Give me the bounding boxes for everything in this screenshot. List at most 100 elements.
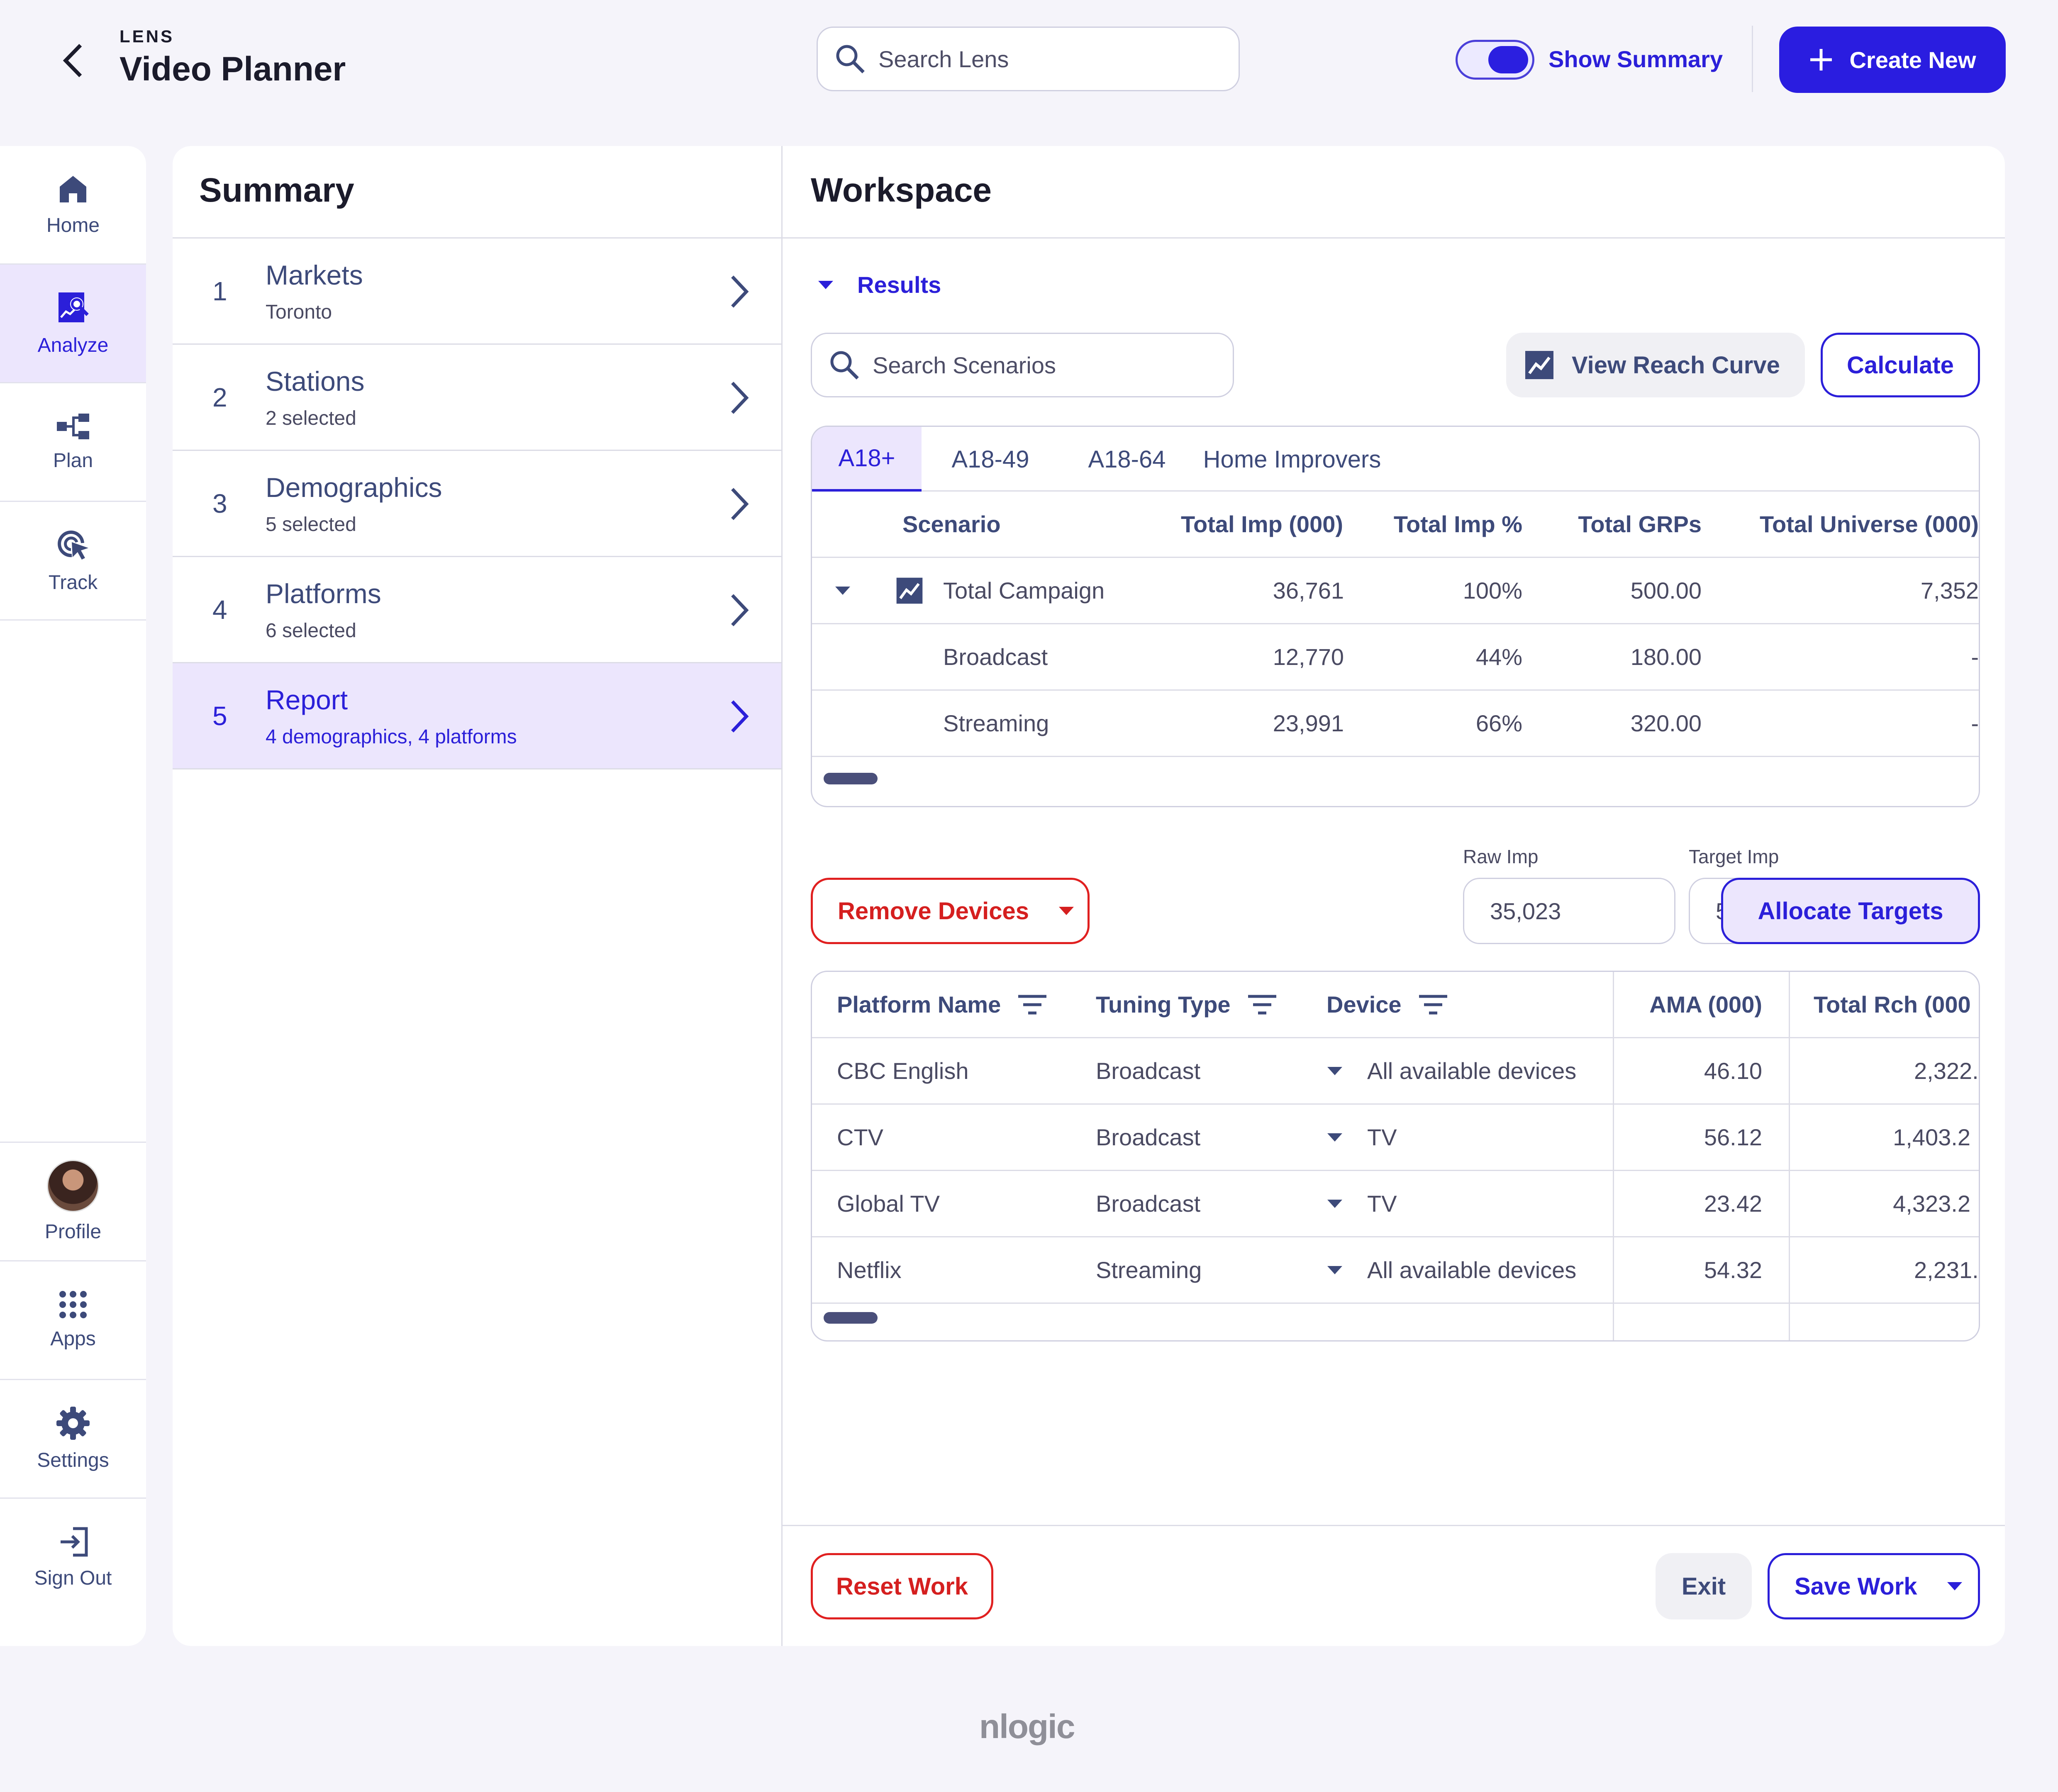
brand-logo: nlogic — [979, 1708, 1075, 1746]
table-row[interactable]: CBC English Broadcast All available devi… — [812, 1038, 1979, 1105]
platform-name: Netflix — [837, 1257, 902, 1283]
total-imp: 12,770 — [1273, 644, 1344, 670]
results-toggle[interactable]: Results — [817, 271, 941, 298]
search-input[interactable] — [878, 45, 1170, 73]
total-universe: - — [1971, 644, 1979, 670]
view-reach-curve-button[interactable]: View Reach Curve — [1506, 333, 1805, 397]
table-row[interactable]: Netflix Streaming All available devices … — [812, 1237, 1979, 1304]
step-demographics[interactable]: 3 Demographics 5 selected — [173, 451, 781, 557]
search-scenarios-input[interactable] — [872, 351, 1164, 379]
total-rch-value: 2,231.12 — [1914, 1257, 1979, 1283]
total-imp-pct: 44% — [1475, 644, 1522, 670]
tab-a18-64[interactable]: A18-64 — [1088, 446, 1166, 473]
nav-plan[interactable]: Plan — [0, 383, 146, 502]
nav-settings[interactable]: Settings — [0, 1379, 146, 1497]
chevron-right-icon — [731, 382, 749, 414]
create-new-button[interactable]: Create New — [1779, 27, 2006, 93]
device-select[interactable]: All available devices — [1326, 1038, 1576, 1103]
platform-name: CTV — [837, 1124, 883, 1150]
device-value: All available devices — [1367, 1058, 1577, 1084]
raw-imp-field[interactable]: 35,023 — [1463, 878, 1675, 944]
plan-icon — [57, 414, 89, 439]
reset-work-button[interactable]: Reset Work — [811, 1553, 993, 1619]
save-work-button[interactable]: Save Work — [1768, 1553, 1980, 1619]
header-divider — [1752, 26, 1753, 92]
chevron-right-icon — [731, 700, 749, 733]
step-name: Markets — [266, 260, 363, 290]
home-icon — [60, 176, 86, 202]
show-summary-toggle[interactable] — [1456, 40, 1534, 80]
col-total-grps: Total GRPs — [1578, 511, 1702, 537]
results-label: Results — [857, 272, 941, 298]
table-row[interactable]: Total Campaign 36,761 100% 500.00 7,352 — [812, 558, 1979, 624]
table-row[interactable]: Broadcast 12,770 44% 180.00 - — [812, 624, 1979, 691]
save-work-label: Save Work — [1795, 1573, 1917, 1600]
horizontal-scrollbar[interactable] — [824, 1312, 878, 1324]
nav-home[interactable]: Home — [0, 146, 146, 265]
remove-devices-button[interactable]: Remove Devices — [811, 878, 1090, 944]
col-device[interactable]: Device — [1326, 972, 1448, 1037]
col-tuning-type[interactable]: Tuning Type — [1096, 972, 1277, 1037]
tuning-type: Broadcast — [1096, 1058, 1201, 1084]
tab-a18-49[interactable]: A18-49 — [951, 446, 1029, 473]
step-number: 4 — [212, 595, 227, 625]
search-lens[interactable] — [817, 27, 1240, 91]
caret-down-icon — [1327, 1199, 1342, 1208]
search-scenarios[interactable] — [811, 333, 1234, 397]
device-select[interactable]: TV — [1326, 1105, 1397, 1170]
nav-profile[interactable]: Profile — [0, 1142, 146, 1260]
search-icon — [830, 351, 859, 380]
exit-button[interactable]: Exit — [1656, 1553, 1752, 1619]
step-number: 2 — [212, 382, 227, 412]
filter-icon[interactable] — [1247, 993, 1277, 1016]
nav-apps[interactable]: Apps — [0, 1260, 146, 1379]
nav-track-label: Track — [48, 572, 98, 594]
col-total-imp-pct: Total Imp % — [1393, 511, 1522, 537]
table-row[interactable]: CTV Broadcast TV 56.12 1,403.2 — [812, 1105, 1979, 1171]
step-stations[interactable]: 2 Stations 2 selected — [173, 345, 781, 451]
total-grps: 500.00 — [1630, 577, 1702, 604]
nav-track[interactable]: Track — [0, 502, 146, 621]
show-summary-label[interactable]: Show Summary — [1548, 46, 1723, 72]
step-platforms[interactable]: 4 Platforms 6 selected — [173, 557, 781, 663]
device-value: TV — [1367, 1124, 1397, 1150]
column-divider — [1789, 972, 1790, 1340]
table-row[interactable]: Global TV Broadcast TV 23.42 4,323.2 — [812, 1171, 1979, 1237]
expand-row-toggle[interactable] — [834, 558, 851, 623]
back-button[interactable] — [52, 40, 94, 81]
horizontal-scrollbar[interactable] — [824, 773, 878, 784]
allocate-targets-button[interactable]: Allocate Targets — [1721, 878, 1980, 944]
target-imp-label: Target Imp — [1689, 846, 1779, 867]
step-subtitle: 5 selected — [266, 514, 356, 536]
nav-analyze[interactable]: Analyze — [0, 265, 146, 383]
line-chart-icon[interactable] — [895, 558, 924, 623]
step-report[interactable]: 5 Report 4 demographics, 4 platforms — [173, 663, 781, 769]
device-value: TV — [1367, 1191, 1397, 1217]
device-select[interactable]: TV — [1326, 1171, 1397, 1236]
filter-icon[interactable] — [1017, 993, 1047, 1016]
view-reach-curve-label: View Reach Curve — [1572, 351, 1780, 379]
caret-down-icon — [1327, 1266, 1342, 1274]
remove-devices-label: Remove Devices — [838, 897, 1029, 925]
step-markets[interactable]: 1 Markets Toronto — [173, 239, 781, 345]
nav-sign-out[interactable]: Sign Out — [0, 1497, 146, 1616]
step-number: 3 — [212, 489, 227, 519]
filter-icon[interactable] — [1418, 993, 1448, 1016]
tab-home-improvers[interactable]: Home Improvers — [1203, 446, 1381, 473]
chevron-left-icon — [63, 44, 82, 78]
chevron-right-icon — [731, 594, 749, 626]
col-platform-name[interactable]: Platform Name — [837, 972, 1047, 1037]
tab-a18plus[interactable]: A18+ — [812, 427, 922, 492]
caret-down-icon[interactable] — [1946, 1581, 1963, 1591]
caret-down-icon — [835, 586, 850, 595]
step-subtitle: Toronto — [266, 301, 332, 323]
table-row[interactable]: Streaming 23,991 66% 320.00 - — [812, 691, 1979, 757]
device-select[interactable]: All available devices — [1326, 1237, 1576, 1303]
nav-settings-label: Settings — [37, 1449, 109, 1471]
col-ama: AMA (000) — [1649, 991, 1762, 1018]
calculate-button[interactable]: Calculate — [1821, 333, 1980, 397]
step-name: Demographics — [266, 472, 442, 503]
apps-grid-icon — [59, 1291, 87, 1318]
divider — [783, 1525, 2005, 1526]
total-grps: 320.00 — [1630, 710, 1702, 736]
